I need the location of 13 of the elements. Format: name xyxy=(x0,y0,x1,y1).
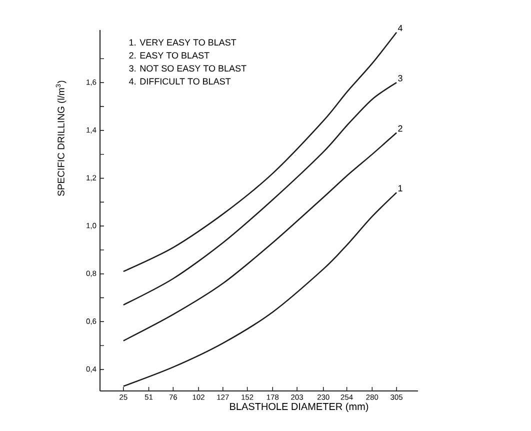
annotation: 3. NOT SO EASY TO BLAST xyxy=(129,65,246,72)
line-series xyxy=(122,192,398,387)
annotation: 1. VERY EASY TO BLAST xyxy=(130,39,236,46)
y-axis-title: SPECIFIC DRILLING (l/m$^{3}$) xyxy=(56,80,66,196)
series-label: 4 xyxy=(398,24,402,32)
line-series xyxy=(122,32,398,272)
line-series xyxy=(122,132,398,342)
series-label: 3 xyxy=(398,75,402,82)
annotation: 2. EASY TO BLAST xyxy=(129,52,210,59)
annotation: 4. DIFFICULT TO BLAST xyxy=(129,78,231,85)
x-axis-title: BLASTHOLE DIAMETER (mm) xyxy=(230,402,368,412)
series-label: 1 xyxy=(398,185,402,192)
series-label: 2 xyxy=(398,125,402,132)
